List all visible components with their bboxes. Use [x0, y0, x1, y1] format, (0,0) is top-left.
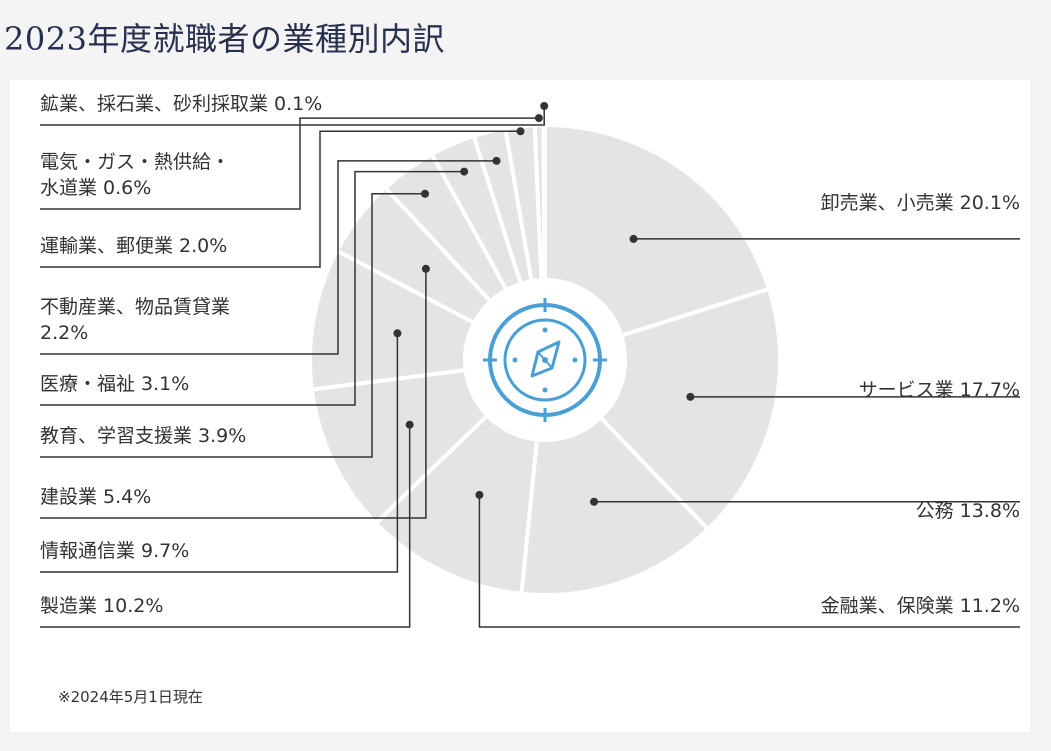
donut-chart: [40, 102, 1020, 628]
slice-label: 卸売業、小売業 20.1%: [820, 192, 1020, 214]
slice-label: 建設業 5.4%: [40, 486, 152, 508]
leader-line: [40, 333, 399, 573]
slice-label: 電気・ガス・熱供給・ 水道業 0.6%: [40, 151, 231, 199]
footnote: ※2024年5月1日現在: [58, 688, 203, 706]
pie-slice: [309, 367, 491, 526]
pie-slice: [519, 414, 711, 597]
pie-slice: [597, 286, 782, 533]
slice-group: [308, 122, 782, 597]
leader-line: [40, 117, 539, 210]
slice-label: 製造業 10.2%: [40, 595, 164, 617]
leader-line: [40, 106, 545, 126]
slice-label: 医療・福祉 3.1%: [40, 373, 190, 395]
pie-slice: [308, 247, 477, 392]
leader-line-group: [40, 102, 1020, 628]
leader-line: [40, 130, 521, 268]
leader-line: [40, 193, 426, 458]
callout-dot: [540, 102, 549, 111]
leader-line: [40, 268, 427, 519]
chart-card: 卸売業、小売業 20.1% サービス業 17.7% 公務 13.8% 金融業、保険業 …: [10, 80, 1030, 732]
slice-label: 公務 13.8%: [915, 500, 1020, 522]
pie-slice: [541, 122, 547, 283]
leader-line: [40, 160, 497, 355]
slice-label: 不動産業、物品賃貸業 2.2%: [40, 296, 231, 344]
slice-label: 教育、学習支援業 3.9%: [40, 425, 247, 447]
pie-slice: [372, 412, 540, 597]
slice-label: 鉱業、採石業、砂利採取業 0.1%: [40, 93, 323, 115]
pie-slice: [543, 122, 772, 339]
slice-label: サービス業 17.7%: [858, 379, 1020, 401]
slice-label: 情報通信業 9.7%: [40, 540, 190, 562]
slice-label: 金融業、保険業 11.2%: [820, 595, 1020, 617]
page-title: 2023年度就職者の業種別内訳: [4, 20, 445, 58]
slice-label: 運輸業、郵便業 2.0%: [40, 235, 228, 257]
leader-line: [40, 424, 411, 628]
compass-icon: [483, 298, 607, 422]
leader-line: [478, 494, 1020, 628]
leader-line: [40, 170, 465, 406]
